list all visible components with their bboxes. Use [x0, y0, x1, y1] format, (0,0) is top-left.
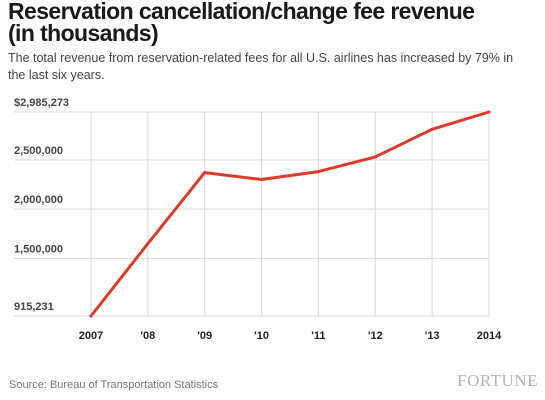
data-point [430, 127, 434, 131]
data-point [373, 155, 377, 159]
revenue-line [89, 110, 491, 318]
y-tick-label: 2,500,000 [14, 145, 63, 157]
chart-subtitle: The total revenue from reservation-relat… [8, 51, 514, 82]
x-tick-label: 2014 [477, 330, 502, 342]
x-tick-label: '11 [311, 330, 325, 342]
x-tick-label: '12 [368, 330, 383, 342]
y-tick-label: $2,985,273 [14, 97, 69, 109]
y-tick-label: 915,231 [14, 301, 54, 313]
data-point [316, 170, 320, 174]
data-point [89, 314, 93, 318]
x-tick-label: 2007 [79, 330, 103, 342]
data-point [487, 110, 491, 114]
x-tick-label: '09 [197, 330, 212, 342]
source-note: Source: Bureau of Transportation Statist… [9, 379, 219, 391]
x-tick-label: '13 [425, 330, 440, 342]
data-point [146, 242, 150, 246]
x-tick-label: '10 [254, 330, 269, 342]
chart-title: Reservation cancellation/change fee reve… [8, 0, 475, 46]
data-point [203, 171, 207, 175]
y-tick-label: 2,000,000 [14, 194, 63, 206]
x-tick-label: '08 [140, 330, 155, 342]
data-point [260, 178, 264, 182]
fortune-logo: FORTUNE [457, 371, 538, 390]
y-tick-label: 1,500,000 [14, 243, 63, 255]
